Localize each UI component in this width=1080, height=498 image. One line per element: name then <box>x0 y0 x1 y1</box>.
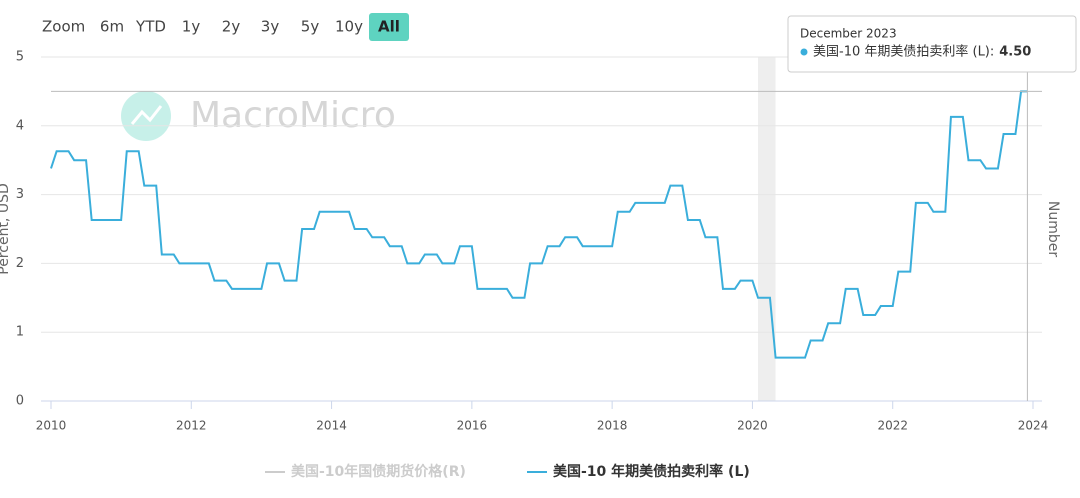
y-tick-label: 4 <box>16 118 24 133</box>
y-tick-label: 5 <box>16 50 24 65</box>
zoom-button[interactable]: YTD <box>135 18 166 36</box>
legend-label[interactable]: 美国-10年国债期货价格(R) <box>291 463 466 480</box>
y-axis-title: Percent, USD <box>0 183 12 275</box>
y2-axis-title: Number <box>1045 201 1061 257</box>
x-tick-label: 2020 <box>737 419 768 433</box>
tooltip-value: 4.50 <box>999 45 1031 60</box>
zoom-button[interactable]: 5y <box>301 18 320 36</box>
zoom-button[interactable]: 6m <box>100 18 124 36</box>
zoom-label: Zoom <box>42 18 85 36</box>
zoom-button[interactable]: 3y <box>261 18 280 36</box>
zoom-button[interactable]: 10y <box>335 18 363 36</box>
data-line <box>50 90 1028 359</box>
tooltip: December 2023 美国-10 年期美债拍卖利率 (L): 4.50 <box>787 15 1077 73</box>
tooltip-date: December 2023 <box>800 27 897 41</box>
x-tick-label: 2018 <box>597 419 628 433</box>
x-tick-label: 2016 <box>457 419 488 433</box>
x-tick-label: 2022 <box>877 419 908 433</box>
zoom-button[interactable]: 1y <box>182 18 201 36</box>
zoom-button[interactable]: All <box>378 18 400 36</box>
x-tick-label: 2024 <box>1018 419 1049 433</box>
y-tick-label: 1 <box>16 325 24 340</box>
zoom-button-bg <box>369 13 409 41</box>
zoom-button[interactable]: 2y <box>222 18 241 36</box>
tooltip-series: 美国-10 年期美债拍卖利率 (L): <box>813 44 994 60</box>
x-tick-label: 2014 <box>316 419 347 433</box>
y-tick-label: 2 <box>16 256 24 271</box>
watermark-logo-icon <box>130 105 163 125</box>
x-tick-label: 2012 <box>176 419 207 433</box>
tooltip-box <box>787 15 1077 73</box>
recession-band <box>758 57 776 401</box>
x-tick-label: 2010 <box>36 419 67 433</box>
watermark: MacroMicro <box>190 95 396 136</box>
legend-label[interactable]: 美国-10 年期美债拍卖利率 (L) <box>553 463 750 480</box>
tooltip-bullet <box>800 48 808 56</box>
y-tick-label: 3 <box>16 187 24 202</box>
y-tick-label: 0 <box>16 394 24 409</box>
